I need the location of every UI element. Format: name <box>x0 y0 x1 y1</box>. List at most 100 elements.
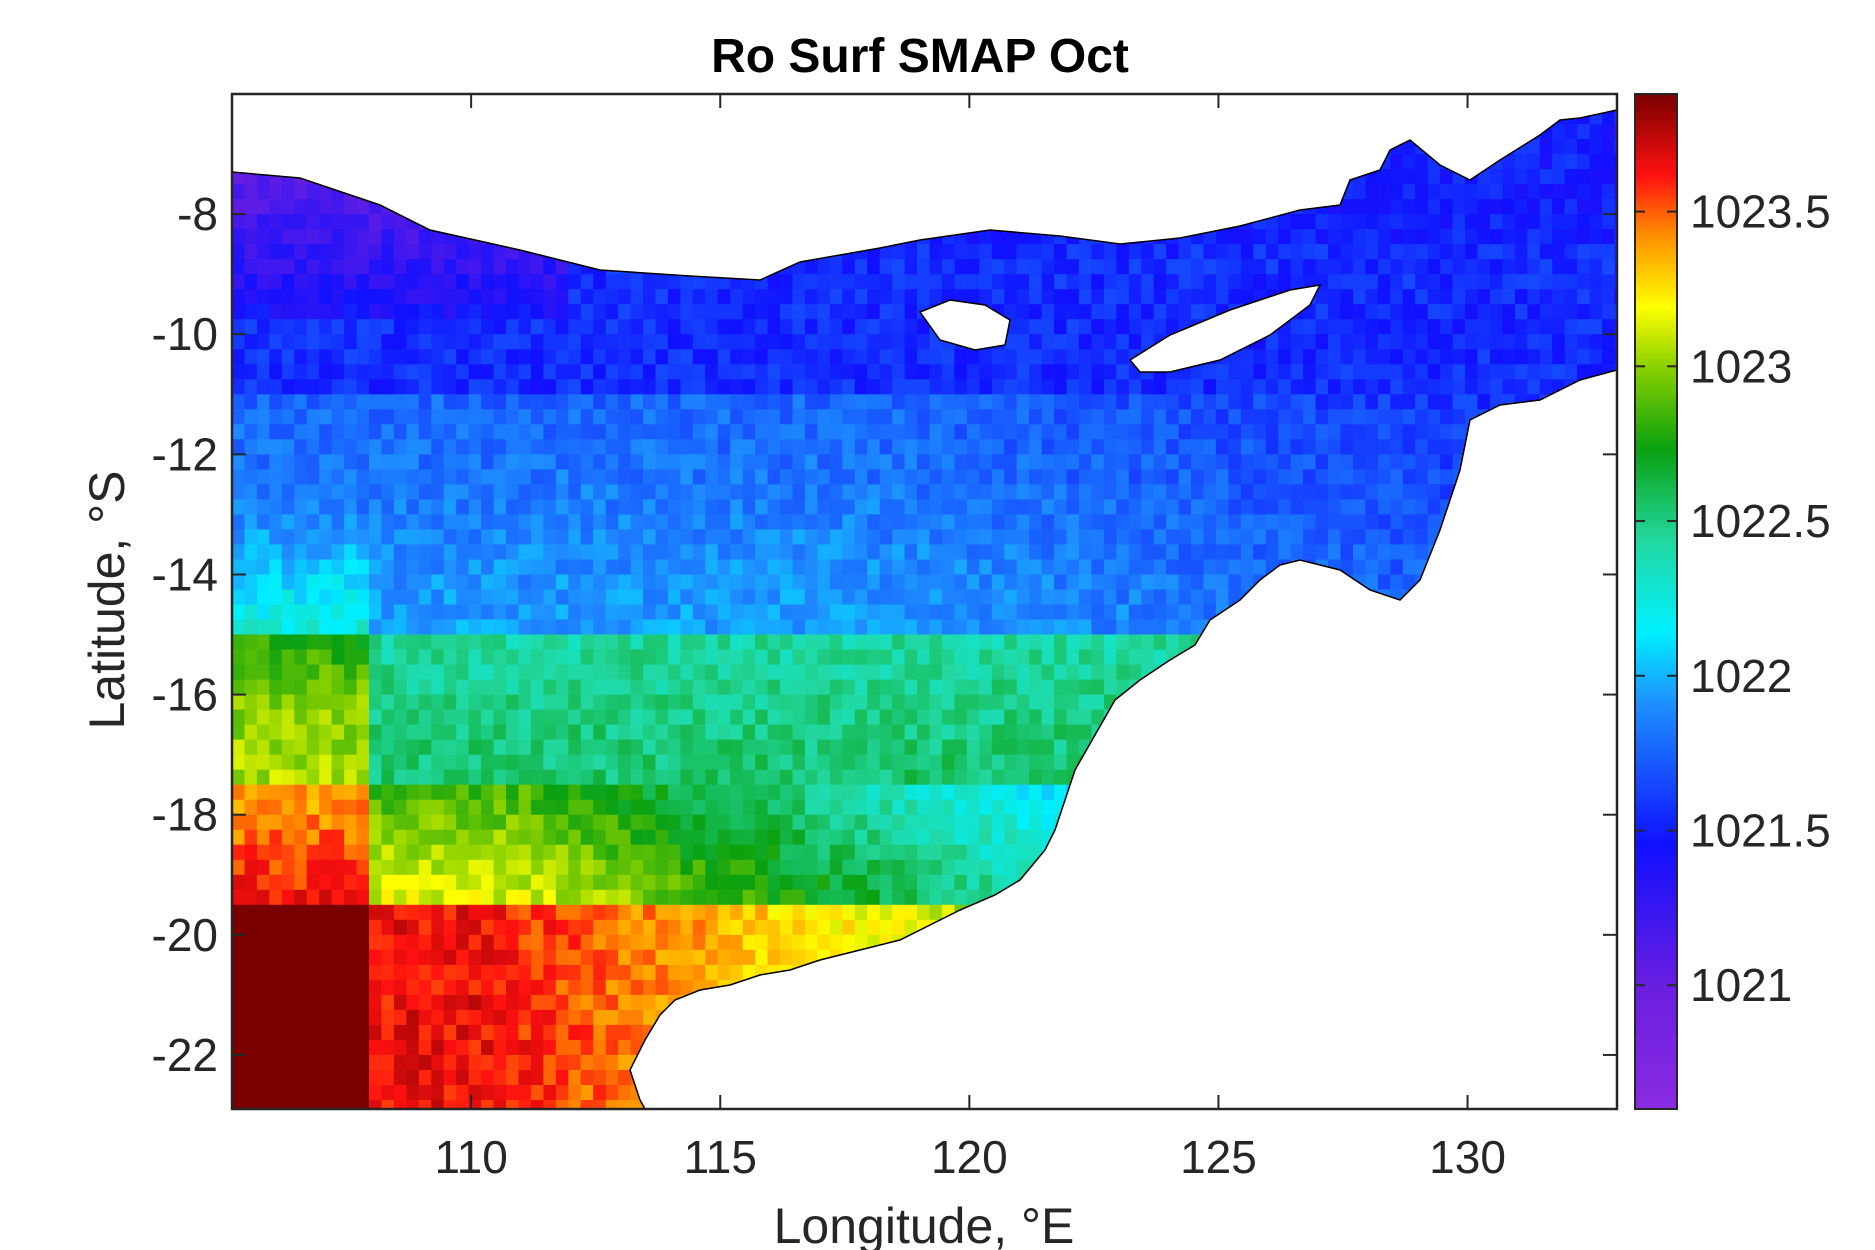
grid-cell <box>767 544 781 560</box>
grid-cell <box>1577 244 1591 260</box>
grid-cell <box>979 469 993 485</box>
grid-cell <box>917 424 931 440</box>
grid-cell <box>1427 184 1441 200</box>
grid-cell <box>568 664 582 681</box>
grid-cell <box>1191 529 1205 545</box>
grid-cell <box>730 349 744 365</box>
grid-cell <box>244 574 258 591</box>
grid-cell <box>1477 259 1491 275</box>
grid-cell <box>804 379 818 395</box>
grid-cell <box>929 379 943 395</box>
grid-cell <box>1103 619 1117 636</box>
grid-cell <box>1091 694 1105 711</box>
grid-cell <box>643 319 657 335</box>
grid-cell <box>1602 349 1616 365</box>
grid-cell <box>580 334 594 350</box>
grid-cell <box>742 709 756 726</box>
grid-cell <box>904 679 918 696</box>
grid-cell <box>593 319 607 335</box>
grid-cell <box>630 514 644 530</box>
grid-cell <box>493 394 507 410</box>
grid-cell <box>1415 304 1429 320</box>
grid-cell <box>1240 394 1254 410</box>
grid-cell <box>966 409 980 425</box>
grid-cell <box>904 469 918 485</box>
grid-cell <box>506 499 520 515</box>
grid-cell <box>1402 559 1416 576</box>
grid-cell <box>717 289 731 305</box>
grid-cell <box>892 559 906 576</box>
grid-cell <box>269 739 283 756</box>
grid-cell <box>493 289 507 305</box>
grid-cell <box>1004 754 1018 771</box>
grid-cell <box>1078 619 1092 636</box>
grid-cell <box>643 349 657 365</box>
grid-cell <box>1240 439 1254 455</box>
grid-cell <box>1265 514 1279 530</box>
grid-cell <box>1502 364 1516 380</box>
grid-cell <box>1016 724 1030 741</box>
grid-cell <box>468 604 482 621</box>
grid-cell <box>1415 154 1429 170</box>
grid-cell <box>1415 484 1429 500</box>
grid-cell <box>742 454 756 470</box>
grid-cell <box>506 529 520 545</box>
grid-cell <box>580 709 594 726</box>
grid-cell <box>269 244 283 260</box>
grid-cell <box>1365 274 1379 290</box>
grid-cell <box>331 514 345 530</box>
grid-cell <box>1203 409 1217 425</box>
grid-cell <box>269 424 283 440</box>
grid-cell <box>1029 754 1043 771</box>
grid-cell <box>543 529 557 545</box>
grid-cell <box>605 574 619 591</box>
grid-cell <box>966 499 980 515</box>
grid-cell <box>979 454 993 470</box>
grid-cell <box>1353 259 1367 275</box>
grid-cell <box>979 619 993 636</box>
grid-cell <box>755 514 769 530</box>
grid-cell <box>829 514 843 530</box>
grid-cell <box>356 544 370 560</box>
grid-cell <box>1004 559 1018 576</box>
grid-cell <box>568 709 582 726</box>
grid-cell <box>817 469 831 485</box>
grid-cell <box>767 604 781 621</box>
grid-cell <box>1103 349 1117 365</box>
grid-cell <box>605 484 619 500</box>
grid-cell <box>506 694 520 711</box>
grid-cell <box>954 739 968 756</box>
grid-cell <box>742 724 756 741</box>
grid-cell <box>1228 499 1242 515</box>
grid-cell <box>692 274 706 290</box>
grid-cell <box>1303 334 1317 350</box>
grid-cell <box>1178 259 1192 275</box>
grid-cell <box>306 184 320 200</box>
grid-cell <box>1153 439 1167 455</box>
grid-cell <box>780 424 794 440</box>
grid-cell <box>730 319 744 335</box>
grid-cell <box>306 394 320 410</box>
grid-cell <box>680 604 694 621</box>
grid-cell <box>1552 214 1566 230</box>
grid-cell <box>1078 574 1092 591</box>
grid-cell <box>418 334 432 350</box>
grid-cell <box>1402 364 1416 380</box>
grid-cell <box>418 529 432 545</box>
grid-cell <box>1203 304 1217 320</box>
grid-cell <box>854 439 868 455</box>
grid-cell <box>966 469 980 485</box>
grid-cell <box>1290 259 1304 275</box>
grid-cell <box>244 409 258 425</box>
grid-cell <box>1078 484 1092 500</box>
grid-cell <box>1116 499 1130 515</box>
grid-cell <box>1527 184 1541 200</box>
grid-cell <box>530 424 544 440</box>
grid-cell <box>393 334 407 350</box>
grid-cell <box>1141 454 1155 470</box>
grid-cell <box>319 379 333 395</box>
grid-cell <box>954 604 968 621</box>
grid-cell <box>256 394 270 410</box>
grid-cell <box>1390 169 1404 185</box>
grid-cell <box>1265 439 1279 455</box>
